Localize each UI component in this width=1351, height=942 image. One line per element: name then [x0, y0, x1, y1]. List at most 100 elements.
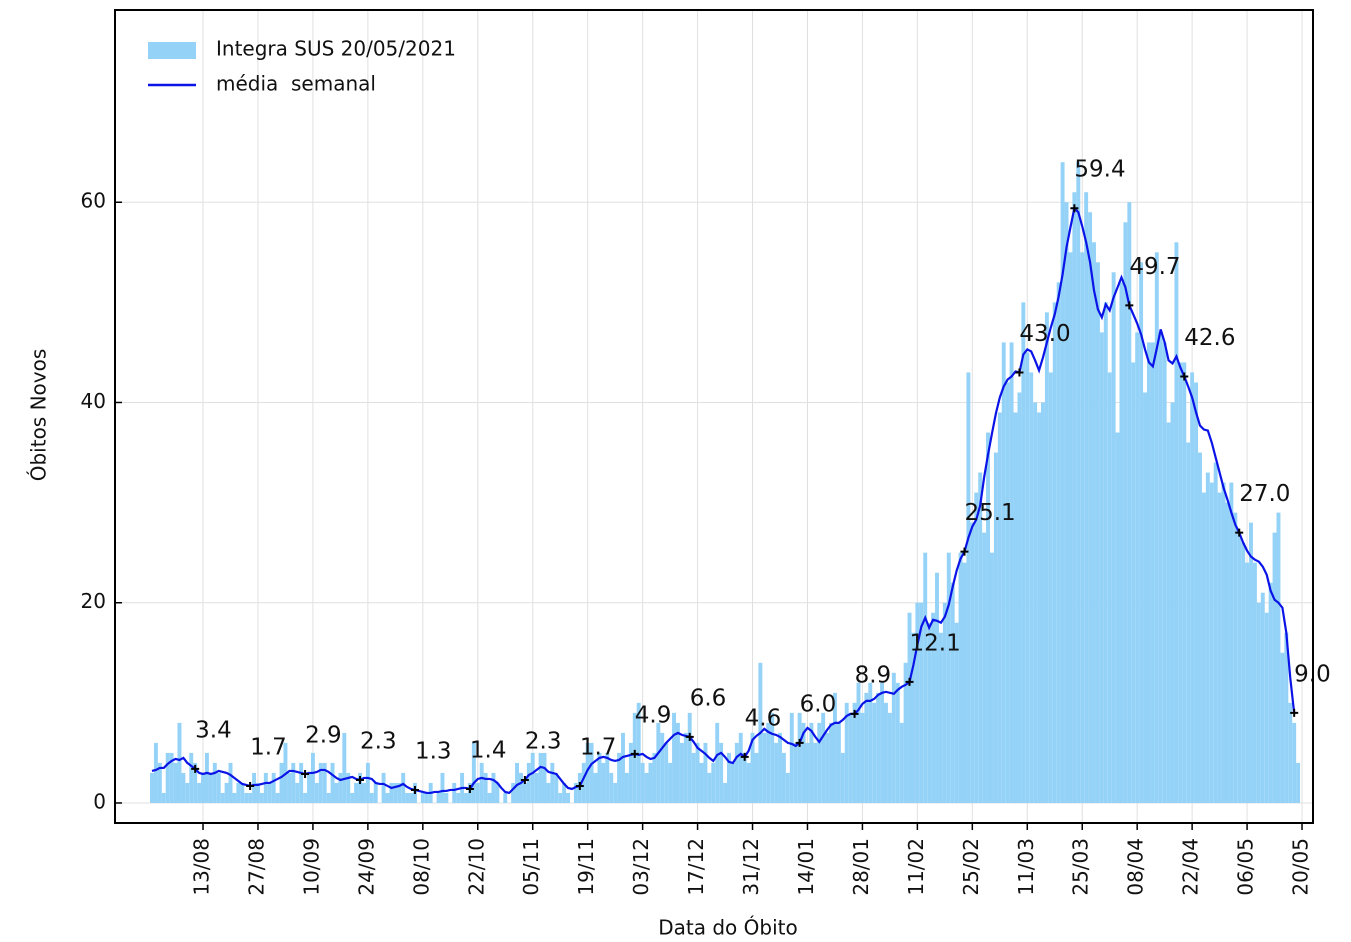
bar [546, 782, 551, 803]
bar [330, 762, 335, 803]
point-marker [356, 775, 365, 784]
bar [1170, 402, 1175, 803]
point-marker [191, 764, 200, 773]
bar [1068, 252, 1073, 803]
bar [1178, 362, 1183, 803]
bar [613, 782, 618, 803]
data-label: 3.4 [195, 717, 232, 743]
bar [1013, 412, 1018, 803]
data-label: 8.9 [855, 662, 892, 688]
point-marker [1290, 708, 1299, 717]
bar [193, 762, 198, 803]
bar [856, 682, 861, 803]
bar [707, 772, 712, 803]
bar [228, 762, 233, 803]
bar [1221, 482, 1226, 803]
bar [652, 752, 657, 803]
data-label: 1.7 [580, 734, 617, 760]
bar [424, 792, 429, 803]
bar [723, 782, 728, 803]
bar [1076, 162, 1081, 803]
bar [550, 762, 555, 803]
bar [334, 782, 339, 803]
bar [1237, 532, 1242, 803]
x-axis-label: Data do Óbito [658, 916, 797, 940]
bar [487, 792, 492, 803]
bar [526, 762, 531, 803]
bar [295, 782, 300, 803]
bar [628, 742, 633, 803]
bar [1162, 342, 1167, 803]
x-tick-label: 24/09 [354, 838, 378, 896]
bar [373, 782, 378, 803]
bar [1092, 242, 1096, 803]
bar [962, 562, 967, 803]
point-marker [1180, 372, 1189, 381]
bar [966, 372, 971, 803]
bar [153, 742, 158, 803]
y-tick-label: 40 [81, 389, 106, 413]
bar [589, 742, 594, 803]
bar [679, 742, 684, 803]
bar [997, 412, 1002, 803]
bar [1146, 342, 1151, 803]
bar [1131, 362, 1136, 803]
bar [1021, 302, 1026, 803]
data-label: 6.0 [800, 691, 837, 717]
bar [204, 752, 209, 803]
bar [291, 762, 296, 803]
bar [389, 782, 394, 803]
bar [1143, 392, 1147, 803]
bar [518, 772, 523, 803]
bar [279, 762, 284, 803]
bar [982, 532, 987, 803]
point-marker [740, 752, 749, 761]
point-marker [1015, 368, 1024, 377]
bar [1029, 372, 1034, 803]
bar [236, 782, 241, 803]
bar [766, 722, 771, 803]
data-label: 4.6 [745, 705, 782, 731]
data-label: 4.9 [635, 702, 672, 728]
bar [621, 732, 625, 803]
bar [385, 792, 390, 803]
bar [703, 742, 708, 803]
bar [1048, 372, 1053, 803]
bar [1135, 332, 1140, 803]
bar [746, 762, 751, 803]
line [151, 205, 1296, 795]
bar [471, 742, 476, 803]
bar [259, 792, 264, 803]
bar [789, 712, 794, 803]
bar [840, 752, 845, 803]
bar [829, 722, 833, 803]
bar [1107, 372, 1112, 803]
bar [475, 782, 480, 803]
bar [872, 702, 877, 803]
bar [597, 752, 602, 803]
bar [464, 792, 468, 803]
x-tick-label: 05/11 [519, 838, 543, 896]
x-tick-label: 11/03 [1014, 838, 1038, 896]
bar [668, 762, 673, 803]
bar [420, 792, 425, 803]
bar [212, 762, 217, 803]
bar [267, 782, 272, 803]
bar [1009, 342, 1014, 803]
bar [1119, 282, 1124, 803]
bar [208, 772, 213, 803]
data-label: 49.7 [1129, 254, 1180, 280]
data-label: 12.1 [910, 630, 961, 656]
bar [197, 782, 202, 803]
bar [683, 732, 688, 803]
legend-label: média semanal [216, 72, 376, 96]
point-marker [1070, 204, 1079, 213]
bar [275, 792, 280, 803]
bar [986, 432, 990, 803]
point-marker [1235, 528, 1244, 537]
bar [314, 782, 319, 803]
bar [354, 782, 359, 803]
y-tick-label: 20 [81, 589, 106, 613]
point-marker [410, 785, 419, 794]
bar [931, 612, 936, 803]
